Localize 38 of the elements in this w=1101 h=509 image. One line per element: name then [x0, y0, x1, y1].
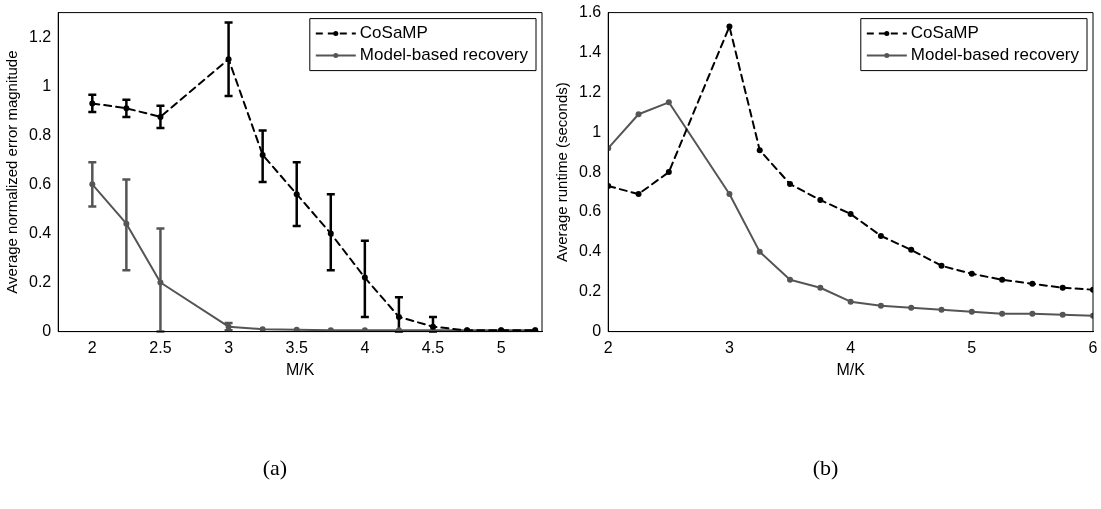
- legend-label: Model-based recovery: [359, 45, 529, 65]
- x-tick-label: 4.5: [421, 338, 445, 356]
- x-tick-label: 3: [224, 338, 234, 356]
- x-tick-label: 2: [87, 338, 97, 356]
- x-tick-label: 4: [846, 338, 856, 356]
- x-tick-label: 5: [496, 338, 506, 356]
- x-tick-label: 3.5: [285, 338, 308, 356]
- text: (a): [261, 455, 289, 481]
- y-tick-label: 0: [42, 322, 52, 340]
- y-tick-label: 0.8: [28, 125, 52, 143]
- y-tick-label: 0.6: [28, 174, 52, 192]
- x-tick-label: 4: [360, 338, 370, 356]
- x-tick-label: 2.5: [149, 338, 172, 356]
- legend-label: Model-based recovery: [910, 45, 1080, 65]
- y-tick-label: 1: [592, 122, 602, 140]
- y-axis-title: Average normalized error magnitude: [3, 50, 21, 294]
- y-tick-label: 1.4: [578, 42, 602, 60]
- legend-label: CoSaMP: [359, 23, 428, 43]
- y-tick-label: 0.4: [28, 223, 52, 241]
- x-tick-label: 3: [724, 338, 734, 356]
- y-axis-title: Average runtime (seconds): [553, 82, 571, 263]
- y-tick-label: 0.2: [578, 282, 602, 300]
- x-tick-label: 2: [603, 338, 613, 356]
- x-axis-title: M/K: [285, 360, 315, 378]
- x-axis-title: M/K: [836, 360, 866, 378]
- text: (b): [811, 455, 840, 481]
- x-tick-label: 6: [1088, 338, 1098, 356]
- y-tick-label: 1.2: [578, 82, 602, 100]
- y-tick-label: 0.6: [578, 202, 602, 220]
- y-tick-label: 1: [42, 76, 52, 94]
- y-tick-label: 0: [592, 322, 602, 340]
- x-tick-label: 5: [967, 338, 977, 356]
- y-tick-label: 1.6: [578, 3, 602, 21]
- y-tick-label: 0.8: [578, 162, 602, 180]
- y-tick-label: 1.2: [28, 27, 52, 45]
- legend-label: CoSaMP: [910, 23, 979, 43]
- y-tick-label: 0.2: [28, 272, 52, 290]
- y-tick-label: 0.4: [578, 242, 602, 260]
